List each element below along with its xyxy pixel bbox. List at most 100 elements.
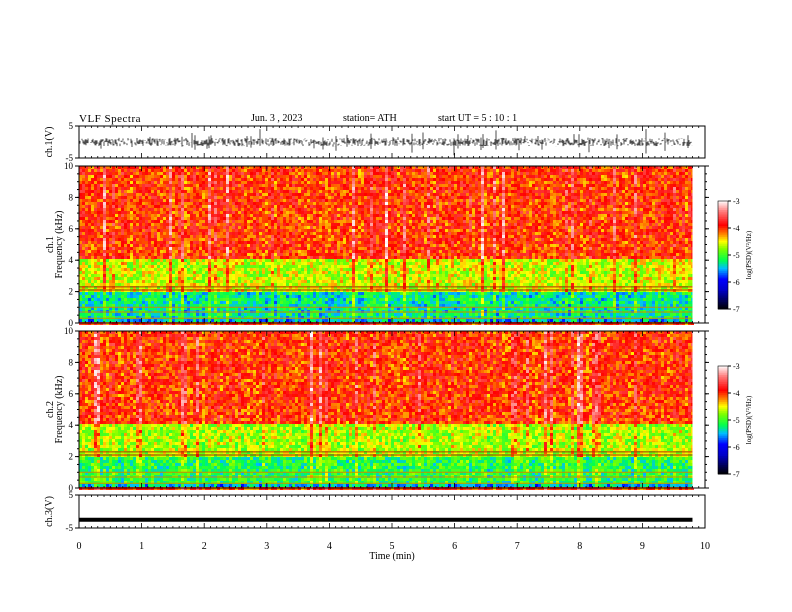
spectrogram-cell — [340, 292, 343, 295]
spectrogram-cell — [307, 175, 310, 178]
spectrogram-cell — [217, 196, 220, 199]
spectrogram-cell — [139, 202, 142, 205]
spectrogram-cell — [217, 304, 220, 307]
spectrogram-cell — [127, 274, 130, 277]
spectrogram-cell — [256, 217, 259, 220]
spectrogram-cell — [193, 181, 196, 184]
spectrogram-cell — [226, 310, 229, 313]
spectrogram-cell — [244, 184, 247, 187]
spectrogram-cell — [358, 283, 361, 286]
spectrogram-cell — [316, 298, 319, 301]
spectrogram-cell — [286, 190, 289, 193]
spectrogram-cell — [241, 304, 244, 307]
spectrogram-cell — [247, 265, 250, 268]
spectrogram-cell — [202, 229, 205, 232]
spectrogram-cell — [193, 271, 196, 274]
spectrogram-cell — [103, 187, 106, 190]
spectrogram-cell — [187, 184, 190, 187]
spectrogram-cell — [142, 274, 145, 277]
spectrogram-cell — [214, 193, 217, 196]
spectrogram-cell — [172, 256, 175, 259]
spectrogram-cell — [91, 313, 94, 316]
spectrogram-cell — [82, 295, 85, 298]
spectrogram-cell — [241, 211, 244, 214]
spectrogram-cell — [160, 304, 163, 307]
spectrogram-cell — [304, 271, 307, 274]
spectrogram-cell — [223, 268, 226, 271]
spectrogram-cell — [259, 253, 262, 256]
spectrogram-cell — [82, 313, 85, 316]
spectrogram-cell — [214, 181, 217, 184]
spectrogram-cell — [109, 172, 112, 175]
spectrogram-cell — [154, 190, 157, 193]
spectrogram-cell — [172, 265, 175, 268]
spectrogram-cell — [295, 223, 298, 226]
spectrogram-cell — [337, 298, 340, 301]
spectrogram-cell — [202, 178, 205, 181]
spectrogram-cell — [262, 286, 265, 289]
spectrogram-cell — [205, 241, 208, 244]
y-tick-label: -5 — [66, 153, 74, 163]
spectrogram-cell — [286, 217, 289, 220]
spectrogram-cell — [211, 226, 214, 229]
spectrogram-cell — [112, 286, 115, 289]
spectrogram-cell — [304, 205, 307, 208]
spectrogram-cell — [295, 196, 298, 199]
spectrogram-cell — [328, 268, 331, 271]
spectrogram-cell — [85, 205, 88, 208]
spectrogram-cell — [295, 280, 298, 283]
spectrogram-cell — [226, 175, 229, 178]
spectrogram-cell — [82, 253, 85, 256]
spectrogram-cell — [154, 271, 157, 274]
spectrogram-cell — [244, 214, 247, 217]
spectrogram-cell — [340, 214, 343, 217]
spectrogram-cell — [196, 208, 199, 211]
spectrogram-cell — [250, 196, 253, 199]
spectrogram-cell — [115, 196, 118, 199]
spectrogram-cell — [154, 259, 157, 262]
spectrogram-cell — [133, 181, 136, 184]
spectrogram-cell — [94, 196, 97, 199]
spectrogram-cell — [259, 172, 262, 175]
spectrogram-cell — [190, 250, 193, 253]
spectrogram-cell — [232, 202, 235, 205]
spectrogram-cell — [79, 232, 82, 235]
spectrogram-cell — [283, 316, 286, 319]
spectrogram-cell — [178, 277, 181, 280]
spectrogram-cell — [166, 175, 169, 178]
spectrogram-cell — [202, 262, 205, 265]
spectrogram-cell — [310, 166, 313, 169]
spectrogram-cell — [295, 307, 298, 310]
spectrogram-cell — [217, 214, 220, 217]
spectrogram-cell — [226, 307, 229, 310]
spectrogram-cell — [214, 208, 217, 211]
spectrogram-cell — [310, 247, 313, 250]
spectrogram-cell — [307, 268, 310, 271]
spectrogram-cell — [346, 166, 349, 169]
spectrogram-cell — [85, 271, 88, 274]
spectrogram-cell — [289, 301, 292, 304]
spectrogram-cell — [103, 319, 106, 322]
waveform-trace — [79, 129, 693, 156]
spectrogram-cell — [334, 301, 337, 304]
spectrogram-cell — [328, 172, 331, 175]
spectrogram-cell — [298, 286, 301, 289]
spectrogram-cell — [106, 316, 109, 319]
spectrogram-cell — [88, 244, 91, 247]
spectrogram-cell — [163, 181, 166, 184]
spectrogram-cell — [79, 250, 82, 253]
spectrogram-cell — [277, 202, 280, 205]
spectrogram-cell — [265, 313, 268, 316]
spectrogram-cell — [286, 247, 289, 250]
spectrogram-cell — [352, 232, 355, 235]
spectrogram-cell — [262, 259, 265, 262]
spectrogram-cell — [286, 244, 289, 247]
spectrogram-cell — [274, 292, 277, 295]
spectrogram-cell — [169, 307, 172, 310]
spectrogram-cell — [178, 202, 181, 205]
spectrogram-cell — [202, 256, 205, 259]
spectrogram-cell — [136, 214, 139, 217]
spectrogram-cell — [106, 295, 109, 298]
spectrogram-cell — [142, 295, 145, 298]
spectrogram-cell — [343, 196, 346, 199]
